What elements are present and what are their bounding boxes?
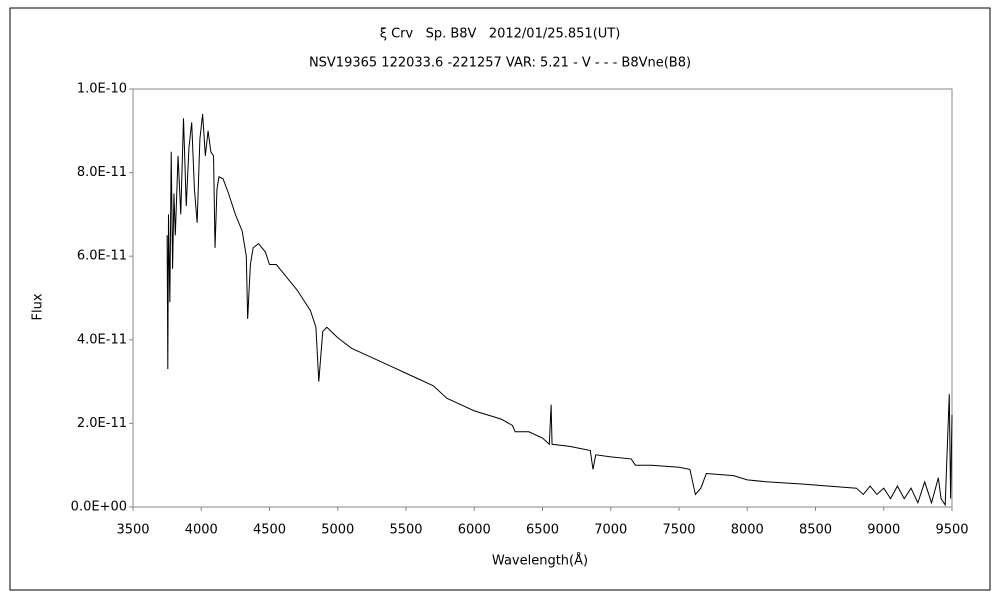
chart-subtitle: NSV19365 122033.6 -221257 VAR: 5.21 - V …	[309, 56, 691, 71]
y-tick-label: 2.0E-11	[77, 416, 127, 431]
x-tick-label: 7500	[662, 523, 695, 538]
x-tick-label: 4500	[253, 523, 286, 538]
x-axis-label: Wavelength(Å)	[492, 553, 588, 569]
x-tick-label: 9500	[935, 523, 968, 538]
y-axis-label: Flux	[31, 293, 46, 320]
y-tick-label: 8.0E-11	[77, 165, 127, 180]
y-tick-label: 6.0E-11	[77, 249, 127, 264]
y-tick-label: 1.0E-10	[77, 82, 127, 97]
x-tick-label: 6000	[458, 523, 491, 538]
spectrum-line	[166, 114, 953, 507]
y-tick-label: 0.0E+00	[71, 500, 127, 515]
x-tick-label: 4000	[185, 523, 218, 538]
x-tick-label: 5000	[321, 523, 354, 538]
x-tick-label: 7000	[594, 523, 627, 538]
x-tick-label: 9000	[867, 523, 900, 538]
y-tick-label: 4.0E-11	[77, 332, 127, 347]
x-tick-label: 5500	[389, 523, 422, 538]
x-tick-label: 8000	[731, 523, 764, 538]
x-tick-label: 8500	[799, 523, 832, 538]
x-tick-label: 6500	[526, 523, 559, 538]
chart-title: ξ Crv Sp. B8V 2012/01/25.851(UT)	[380, 27, 621, 42]
chart-border	[9, 7, 991, 591]
x-tick-label: 3500	[116, 523, 149, 538]
